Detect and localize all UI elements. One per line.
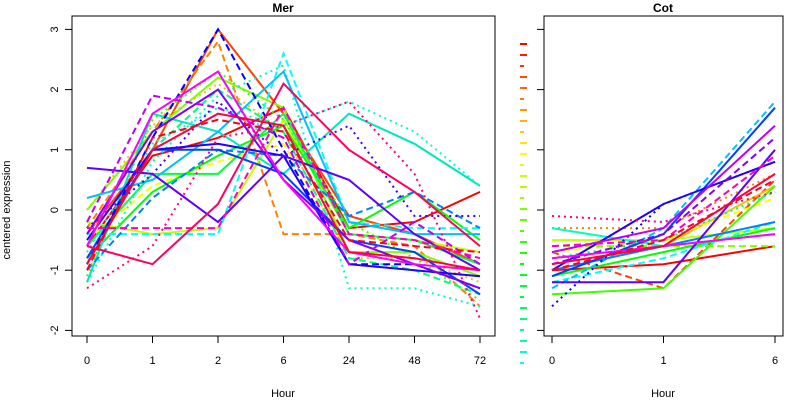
legend-swatch — [520, 98, 524, 100]
color-legend — [520, 43, 527, 364]
cot-series-lines — [551, 100, 776, 308]
legend-swatch — [520, 65, 524, 67]
legend-swatch — [520, 87, 527, 89]
legend-swatch — [520, 175, 527, 177]
legend-swatch — [520, 263, 524, 265]
y-tick-label: 0 — [49, 207, 61, 213]
series-line-c23 — [551, 190, 776, 224]
legend-swatch — [520, 219, 527, 221]
series-line-g26 — [87, 105, 481, 260]
series-line-g29 — [86, 112, 481, 272]
x-tick-label: 6 — [280, 355, 286, 367]
cot-x-axis: 0 1 6 — [549, 336, 778, 367]
x-tick-label: 0 — [549, 355, 555, 367]
series-line-g30 — [86, 118, 481, 271]
series-line-c08 — [551, 185, 776, 296]
series-line-g12 — [86, 64, 481, 308]
legend-swatch — [520, 296, 524, 298]
panel-mer: Mer -2 -1 0 1 2 3 0 1 2 6 24 48 72 Hour centered ex… — [1, 1, 496, 400]
legend-swatch — [520, 241, 527, 243]
y-tick-label: -1 — [49, 265, 61, 275]
x-tick-label: 2 — [215, 355, 221, 367]
legend-swatch — [520, 230, 524, 232]
series-line-c17 — [551, 160, 776, 272]
legend-swatch — [520, 274, 527, 276]
series-line-g15 — [87, 50, 480, 236]
x-tick-label: 24 — [343, 355, 355, 367]
series-line-c03 — [552, 173, 776, 230]
series-line-c02 — [551, 179, 776, 290]
series-line-g14 — [86, 100, 481, 253]
x-tick-label: 1 — [660, 355, 666, 367]
mer-series-lines — [86, 27, 481, 319]
series-line-g28 — [86, 81, 481, 266]
legend-swatch — [520, 197, 524, 199]
mer-x-axis: 0 1 2 6 24 48 72 — [84, 336, 486, 367]
legend-swatch — [520, 43, 527, 45]
x-tick-label: 6 — [772, 355, 778, 367]
x-tick-label: 0 — [84, 355, 90, 367]
mer-x-axis-label: Hour — [271, 388, 295, 400]
series-line-g18 — [86, 148, 481, 296]
x-tick-label: 48 — [408, 355, 420, 367]
x-tick-label: 1 — [149, 355, 155, 367]
series-line-g22 — [86, 154, 481, 272]
series-line-c10 — [551, 190, 776, 260]
legend-swatch — [520, 351, 527, 353]
legend-swatch — [520, 318, 527, 320]
cot-x-axis-label: Hour — [651, 388, 675, 400]
legend-swatch — [520, 109, 527, 111]
legend-swatch — [520, 285, 527, 287]
legend-swatch — [520, 153, 527, 155]
legend-swatch — [520, 142, 527, 144]
series-line-c12 — [551, 221, 776, 284]
mer-y-axis: -2 -1 0 1 2 3 — [49, 26, 72, 335]
legend-swatch — [520, 340, 527, 342]
y-tick-label: 3 — [49, 26, 61, 32]
x-tick-label: 72 — [474, 355, 486, 367]
series-line-c24 — [551, 173, 776, 266]
legend-swatch — [520, 329, 524, 331]
legend-swatch — [520, 252, 527, 254]
cot-y-axis — [537, 28, 544, 331]
legend-swatch — [520, 208, 527, 210]
series-line-c09 — [551, 227, 776, 278]
legend-swatch — [520, 120, 527, 122]
series-line-g25 — [86, 70, 481, 272]
legend-swatch — [520, 54, 527, 56]
legend-swatch — [520, 164, 524, 166]
series-line-c18 — [552, 149, 776, 284]
y-tick-label: 2 — [49, 87, 61, 93]
y-axis-label: centered expression — [1, 160, 13, 259]
series-line-g24 — [86, 94, 481, 266]
series-line-c25 — [551, 179, 776, 272]
legend-swatch — [520, 307, 527, 309]
legend-swatch — [520, 76, 527, 78]
cot-title: Cot — [653, 1, 673, 15]
legend-swatch — [520, 362, 524, 364]
mer-title: Mer — [272, 1, 294, 15]
legend-swatch — [520, 186, 527, 188]
mer-plot-frame — [71, 15, 496, 337]
series-line-g05 — [86, 142, 481, 272]
y-tick-label: 1 — [49, 147, 61, 153]
legend-swatch — [520, 131, 524, 133]
y-tick-label: -2 — [49, 326, 61, 336]
panel-cot: Cot 0 1 6 Hour — [537, 1, 784, 400]
